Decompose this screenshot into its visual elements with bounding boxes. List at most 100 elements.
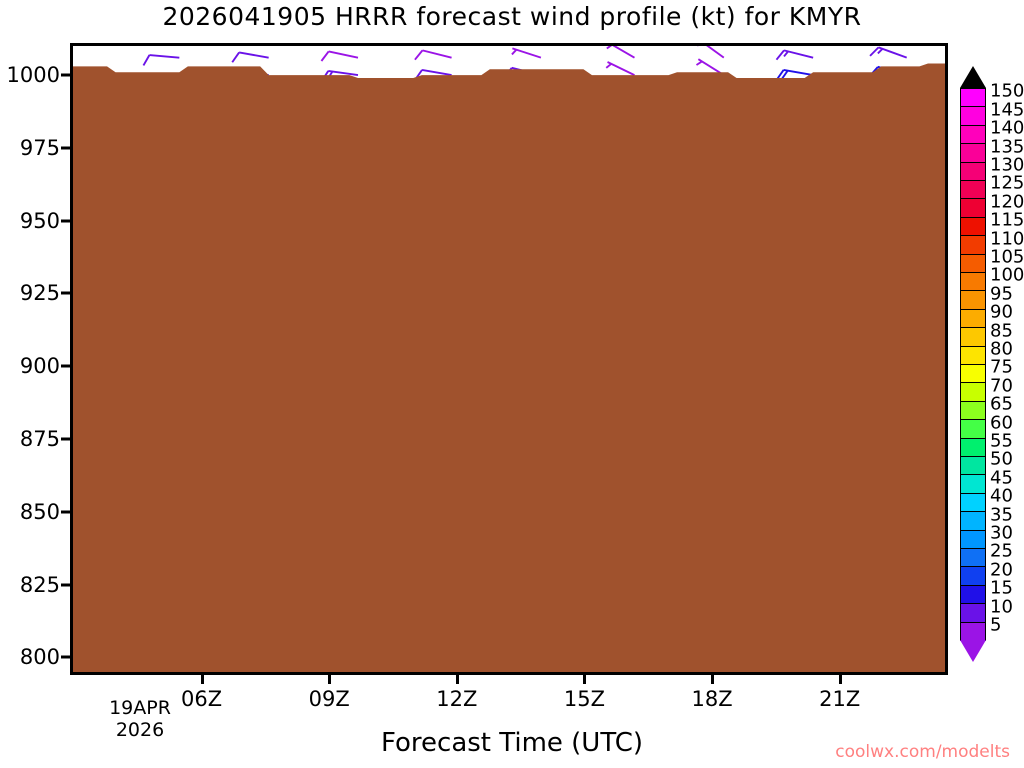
- y-tick-mark: [61, 583, 70, 587]
- x-axis-title: Forecast Time (UTC): [380, 728, 643, 758]
- colorbar-label: 50: [990, 448, 1013, 470]
- y-tick-mark: [61, 437, 70, 441]
- colorbar-swatch: [960, 290, 986, 310]
- x-tick-label: 21Z: [819, 687, 861, 711]
- colorbar-swatch: [960, 235, 986, 255]
- x-tick-mark: [328, 675, 332, 684]
- y-tick-mark: [61, 291, 70, 295]
- y-tick-label: 975: [19, 135, 60, 160]
- colorbar-swatch: [960, 419, 986, 439]
- colorbar-label: 110: [990, 228, 1024, 249]
- y-tick-mark: [61, 219, 70, 223]
- y-tick-mark: [61, 655, 70, 659]
- x-tick-label: 18Z: [691, 687, 733, 711]
- colorbar-label: 130: [990, 154, 1024, 176]
- x-tick-label: 12Z: [436, 687, 478, 711]
- colorbar-swatch: [960, 345, 986, 365]
- colorbar-swatch: [960, 161, 986, 181]
- y-tick-mark: [61, 73, 70, 77]
- y-tick-label: 1000: [6, 63, 60, 88]
- colorbar-swatch: [960, 603, 986, 623]
- colorbar-label: 115: [990, 209, 1024, 231]
- colorbar-label: 145: [990, 99, 1024, 121]
- colorbar-swatch: [960, 253, 986, 273]
- colorbar-swatch: [960, 492, 986, 513]
- colorbar-label: 85: [990, 320, 1013, 341]
- colorbar-legend: 150 145 140 135 130 125 120 115 110 105 100 95 90 85 8…: [960, 81, 1024, 641]
- colorbar-swatch: [960, 548, 986, 568]
- colorbar-label: 35: [990, 504, 1013, 525]
- x-tick-label: 09Z: [308, 687, 350, 711]
- colorbar-swatch: [960, 308, 986, 329]
- colorbar-label: 105: [990, 246, 1024, 268]
- colorbar-swatch: [960, 106, 986, 126]
- colorbar-label: 60: [990, 412, 1013, 433]
- colorbar-label: 120: [990, 191, 1024, 213]
- terrain-surface: [73, 63, 945, 672]
- colorbar-label: 5: [990, 614, 1002, 636]
- colorbar-label: 55: [990, 430, 1013, 452]
- colorbar-label: 140: [990, 117, 1024, 139]
- colorbar-swatch: [960, 474, 986, 494]
- colorbar-swatch: [960, 216, 986, 237]
- y-tick-mark: [61, 146, 70, 150]
- colorbar-swatch: [960, 88, 986, 108]
- colorbar-label: 25: [990, 540, 1013, 562]
- colorbar-swatch: [960, 456, 986, 476]
- y-tick-label: 950: [19, 208, 60, 233]
- colorbar-top-arrow: [960, 66, 986, 88]
- colorbar-swatch: [960, 198, 986, 218]
- colorbar-label: 45: [990, 467, 1013, 489]
- colorbar-label: 100: [990, 264, 1024, 286]
- date-year: 2026: [115, 718, 165, 741]
- y-tick-label: 925: [19, 281, 60, 306]
- date-day: 19APR: [109, 697, 171, 719]
- colorbar-swatch: [960, 272, 986, 292]
- colorbar-swatch: [960, 621, 986, 641]
- colorbar-swatch: [960, 566, 986, 586]
- colorbar-swatch: [960, 400, 986, 421]
- watermark: coolwx.com/modelts: [835, 742, 1010, 762]
- x-tick-label: 15Z: [563, 687, 605, 711]
- y-axis: 800 825 850 875 900 925 950 975 1000: [0, 43, 70, 675]
- colorbar-label: 20: [990, 559, 1013, 581]
- colorbar-label: 80: [990, 338, 1013, 360]
- x-axis: 06Z 09Z 12Z 15Z 18Z 21Z: [70, 675, 948, 735]
- colorbar-label: 75: [990, 356, 1013, 378]
- colorbar-swatch: [960, 584, 986, 605]
- x-tick-mark: [711, 675, 715, 684]
- colorbar-swatch: [960, 364, 986, 384]
- page-title: 2026041905 HRRR forecast wind profile (k…: [162, 2, 862, 31]
- y-tick-mark: [61, 510, 70, 514]
- y-tick-label: 800: [19, 645, 60, 670]
- colorbar-label: 150: [990, 80, 1024, 102]
- y-tick-mark: [61, 364, 70, 368]
- colorbar-label: 40: [990, 485, 1013, 507]
- y-tick-label: 900: [19, 354, 60, 379]
- x-tick-mark: [583, 675, 587, 684]
- colorbar-label: 30: [990, 522, 1013, 544]
- colorbar-swatch: [960, 437, 986, 457]
- y-tick-label: 825: [19, 572, 60, 597]
- colorbar-label: 125: [990, 172, 1024, 194]
- colorbar-label: 10: [990, 596, 1013, 617]
- x-tick-mark: [455, 675, 459, 684]
- colorbar-bottom-arrow: [960, 640, 986, 662]
- colorbar-label: 90: [990, 301, 1013, 323]
- date-stamp: 19APR 2026: [70, 697, 210, 742]
- plot-area: [70, 43, 948, 675]
- terrain-polygon: [73, 63, 945, 672]
- colorbar-label: 95: [990, 283, 1013, 305]
- colorbar-label: 15: [990, 577, 1013, 599]
- colorbar-swatch: [960, 511, 986, 531]
- colorbar-swatch: [960, 143, 986, 163]
- colorbar-label: 135: [990, 136, 1024, 157]
- x-tick-mark: [200, 675, 204, 684]
- colorbar-swatch: [960, 529, 986, 549]
- colorbar-label: 70: [990, 375, 1013, 397]
- x-tick-mark: [838, 675, 842, 684]
- y-tick-label: 850: [19, 499, 60, 524]
- y-tick-label: 875: [19, 427, 60, 452]
- colorbar-label: 65: [990, 393, 1013, 415]
- colorbar-swatch: [960, 124, 986, 145]
